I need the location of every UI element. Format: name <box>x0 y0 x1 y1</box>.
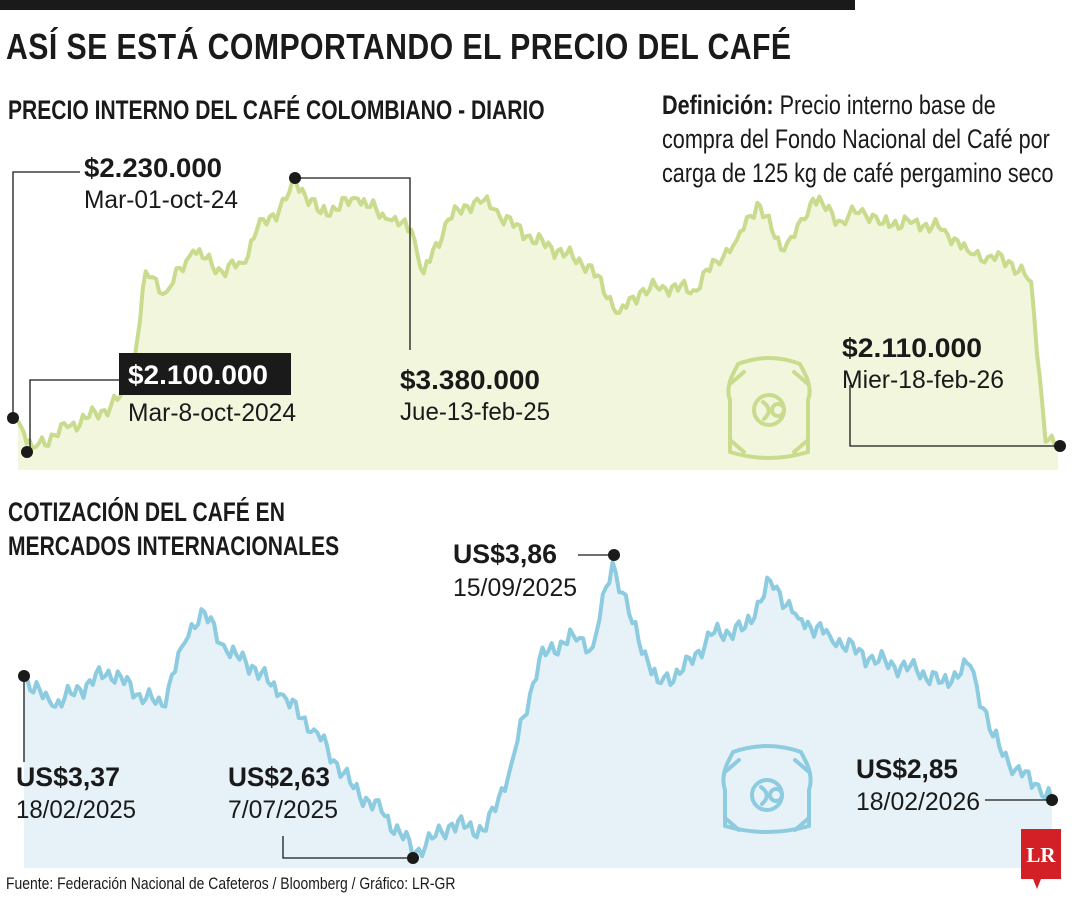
international-price-line <box>23 560 1054 859</box>
coffee-sack-icon <box>721 744 813 834</box>
annotation-value: US$3,37 <box>16 762 120 792</box>
chart1-leaders <box>12 171 1060 452</box>
marker-2110000 <box>1054 440 1066 452</box>
source-credit: Fuente: Federación Nacional de Cafeteros… <box>6 874 456 893</box>
marker-us263 <box>407 852 419 864</box>
domestic-area-fill <box>18 178 1058 470</box>
marker-2230000 <box>7 412 19 424</box>
annotation-date: 18/02/2025 <box>16 796 136 824</box>
annotation-date: 7/07/2025 <box>228 796 338 824</box>
chart2-title-line2: MERCADOS INTERNACIONALES <box>8 531 340 561</box>
marker-us285 <box>1046 794 1058 806</box>
definition: Definición: Precio interno base de compr… <box>662 88 1062 190</box>
annotation-value: $2.100.000 <box>128 360 268 390</box>
chart1-title: PRECIO INTERNO DEL CAFÉ COLOMBIANO - DIA… <box>8 95 545 125</box>
chart2-leaders <box>23 554 1052 859</box>
annotation-date: 15/09/2025 <box>453 574 577 602</box>
annotation-date: Mar-8-oct-2024 <box>128 399 296 427</box>
main-title: ASÍ SE ESTÁ COMPORTANDO EL PRECIO DEL CA… <box>6 26 792 67</box>
definition-text: Precio interno base de compra del Fondo … <box>662 90 1054 188</box>
domestic-price-chart: $2.230.000 Mar-01-oct-24 $2.100.000 Mar-… <box>7 153 1066 470</box>
marker-3380000 <box>289 172 301 184</box>
annotation-value: US$2,85 <box>856 754 958 784</box>
annotation-date: Mier-18-feb-26 <box>842 366 1004 394</box>
definition-label: Definición: <box>662 90 774 120</box>
annotation-value: US$2,63 <box>228 762 330 792</box>
top-rule <box>0 0 855 10</box>
marker-us386 <box>608 549 620 561</box>
annotation-value: $3.380.000 <box>400 365 540 395</box>
international-price-chart: US$3,37 18/02/2025 US$2,63 7/07/2025 US$… <box>16 539 1058 868</box>
international-area-fill <box>24 562 1052 868</box>
annotation-value: $2.230.000 <box>84 153 222 183</box>
annotation-date: Mar-01-oct-24 <box>84 186 238 214</box>
annotation-value: US$3,86 <box>453 539 557 569</box>
domestic-price-line <box>16 176 1058 450</box>
annotation-value: $2.110.000 <box>842 333 982 363</box>
chart2-title-line1: COTIZACIÓN DEL CAFÉ EN <box>8 497 285 527</box>
marker-us337 <box>18 670 30 682</box>
annotation-date: Jue-13-feb-25 <box>400 398 550 426</box>
coffee-sack-icon <box>726 356 812 460</box>
annotation-highlight-box <box>119 353 291 395</box>
lr-logo: LR <box>1021 829 1061 889</box>
annotation-date: 18/02/2026 <box>856 788 980 816</box>
marker-2100000 <box>21 446 33 458</box>
logo-text: LR <box>1026 843 1056 867</box>
